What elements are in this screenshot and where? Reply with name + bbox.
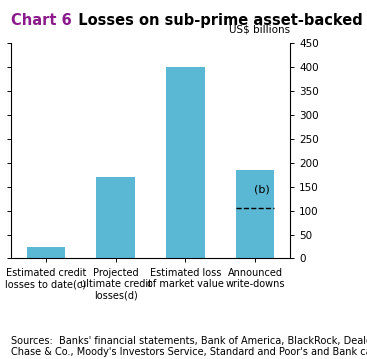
Bar xyxy=(97,177,135,258)
Text: Sources:  Banks' financial statements, Bank of America, BlackRock, Dealogic, JPM: Sources: Banks' financial statements, Ba… xyxy=(11,336,367,357)
Bar xyxy=(166,67,204,258)
Text: US$ billions: US$ billions xyxy=(229,24,290,34)
Text: (b): (b) xyxy=(254,184,270,194)
Text: Chart 6: Chart 6 xyxy=(11,13,72,28)
Bar xyxy=(27,247,65,258)
Bar xyxy=(236,170,274,258)
Text: Losses on sub-prime asset-backed securities(a): Losses on sub-prime asset-backed securit… xyxy=(68,13,367,28)
